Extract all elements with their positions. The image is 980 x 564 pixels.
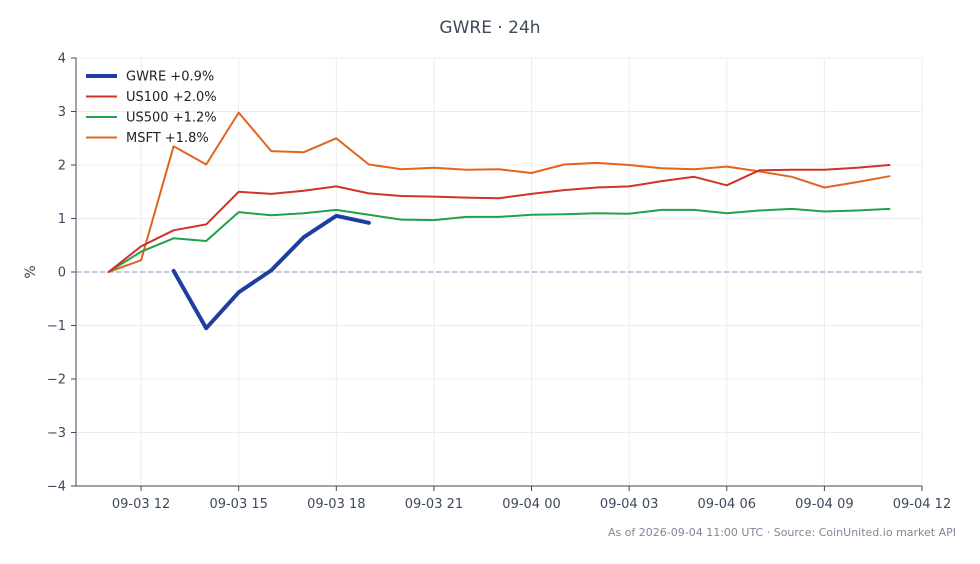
x-tick-label: 09-03 18 bbox=[307, 497, 365, 512]
series-line-msft bbox=[107, 111, 891, 273]
x-tick-label: 09-03 15 bbox=[209, 497, 267, 512]
x-tick-label: 09-04 06 bbox=[698, 497, 756, 512]
chart-title: GWRE · 24h bbox=[439, 18, 541, 38]
legend-label-us500: US500 +1.2% bbox=[126, 111, 217, 126]
x-tick-label: 09-04 09 bbox=[795, 497, 853, 512]
x-tick-label: 09-04 03 bbox=[600, 497, 658, 512]
y-tick-label: −2 bbox=[47, 373, 66, 388]
y-tick-label: 3 bbox=[58, 105, 66, 120]
x-tick-label: 09-04 00 bbox=[502, 497, 560, 512]
x-tick-label: 09-03 12 bbox=[112, 497, 170, 512]
y-tick-label: −3 bbox=[47, 426, 66, 441]
series-line-us100 bbox=[107, 164, 891, 273]
y-tick-label: −1 bbox=[47, 319, 66, 334]
y-tick-label: −4 bbox=[47, 480, 66, 495]
legend-label-us100: US100 +2.0% bbox=[126, 90, 217, 105]
x-tick-label: 09-04 12 bbox=[893, 497, 951, 512]
legend-label-msft: MSFT +1.8% bbox=[126, 131, 209, 146]
series-line-us500 bbox=[107, 207, 891, 273]
series-line-gwre bbox=[171, 213, 371, 331]
x-tick-label: 09-03 21 bbox=[405, 497, 463, 512]
y-axis-label: % bbox=[23, 265, 39, 278]
y-tick-label: 2 bbox=[58, 159, 66, 174]
legend-label-gwre: GWRE +0.9% bbox=[126, 70, 214, 85]
source-footnote: As of 2026-09-04 11:00 UTC · Source: Coi… bbox=[607, 526, 956, 539]
y-tick-label: 0 bbox=[58, 266, 66, 281]
y-tick-label: 1 bbox=[58, 212, 66, 227]
y-tick-label: 4 bbox=[58, 52, 66, 67]
